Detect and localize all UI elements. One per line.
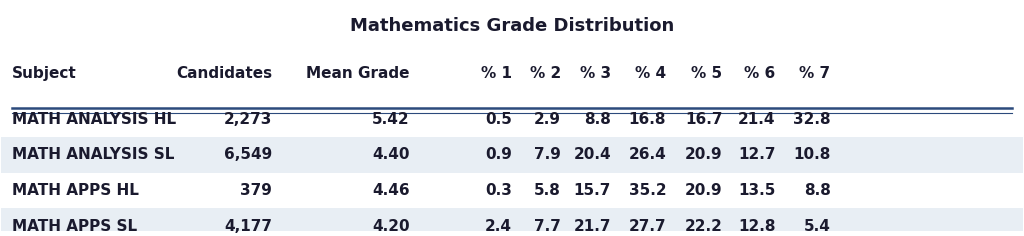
Text: 2.9: 2.9 xyxy=(535,112,561,127)
Text: 2.4: 2.4 xyxy=(485,219,512,234)
Bar xyxy=(1,208,1023,236)
Text: 0.5: 0.5 xyxy=(485,112,512,127)
Text: % 3: % 3 xyxy=(580,66,611,81)
Text: 27.7: 27.7 xyxy=(629,219,667,234)
Text: 35.2: 35.2 xyxy=(629,183,667,198)
Text: % 1: % 1 xyxy=(481,66,512,81)
Bar xyxy=(1,137,1023,173)
Text: MATH ANALYSIS HL: MATH ANALYSIS HL xyxy=(11,112,176,127)
Text: % 6: % 6 xyxy=(744,66,775,81)
Text: 5.42: 5.42 xyxy=(373,112,410,127)
Text: 20.4: 20.4 xyxy=(573,147,611,162)
Text: 4.20: 4.20 xyxy=(373,219,410,234)
Text: 15.7: 15.7 xyxy=(573,183,611,198)
Text: Mean Grade: Mean Grade xyxy=(306,66,410,81)
Text: 13.5: 13.5 xyxy=(738,183,775,198)
Text: 7.7: 7.7 xyxy=(535,219,561,234)
Text: % 7: % 7 xyxy=(800,66,830,81)
Text: 12.8: 12.8 xyxy=(738,219,775,234)
Text: Subject: Subject xyxy=(11,66,77,81)
Text: 5.4: 5.4 xyxy=(804,219,830,234)
Text: 4,177: 4,177 xyxy=(224,219,272,234)
Bar xyxy=(1,173,1023,208)
Text: % 2: % 2 xyxy=(529,66,561,81)
Text: 21.7: 21.7 xyxy=(573,219,611,234)
Text: 16.7: 16.7 xyxy=(685,112,722,127)
Text: MATH APPS SL: MATH APPS SL xyxy=(11,219,137,234)
Text: 16.8: 16.8 xyxy=(629,112,667,127)
Text: 20.9: 20.9 xyxy=(685,183,722,198)
Text: 32.8: 32.8 xyxy=(793,112,830,127)
Text: % 4: % 4 xyxy=(635,66,667,81)
Text: 2,273: 2,273 xyxy=(223,112,272,127)
Text: 0.9: 0.9 xyxy=(485,147,512,162)
Text: 5.8: 5.8 xyxy=(535,183,561,198)
Text: 4.46: 4.46 xyxy=(373,183,410,198)
Text: MATH ANALYSIS SL: MATH ANALYSIS SL xyxy=(11,147,174,162)
Text: 22.2: 22.2 xyxy=(684,219,722,234)
Text: 379: 379 xyxy=(241,183,272,198)
Text: 8.8: 8.8 xyxy=(804,183,830,198)
Text: 26.4: 26.4 xyxy=(629,147,667,162)
Text: 0.3: 0.3 xyxy=(485,183,512,198)
Text: % 5: % 5 xyxy=(691,66,722,81)
Text: 12.7: 12.7 xyxy=(738,147,775,162)
Text: MATH APPS HL: MATH APPS HL xyxy=(11,183,138,198)
Text: Mathematics Grade Distribution: Mathematics Grade Distribution xyxy=(350,17,674,35)
Text: 21.4: 21.4 xyxy=(738,112,775,127)
Text: 7.9: 7.9 xyxy=(535,147,561,162)
Text: 20.9: 20.9 xyxy=(685,147,722,162)
Bar xyxy=(1,101,1023,137)
Text: 6,549: 6,549 xyxy=(224,147,272,162)
Text: Candidates: Candidates xyxy=(176,66,272,81)
Text: 8.8: 8.8 xyxy=(584,112,611,127)
Text: 4.40: 4.40 xyxy=(373,147,410,162)
Text: 10.8: 10.8 xyxy=(794,147,830,162)
